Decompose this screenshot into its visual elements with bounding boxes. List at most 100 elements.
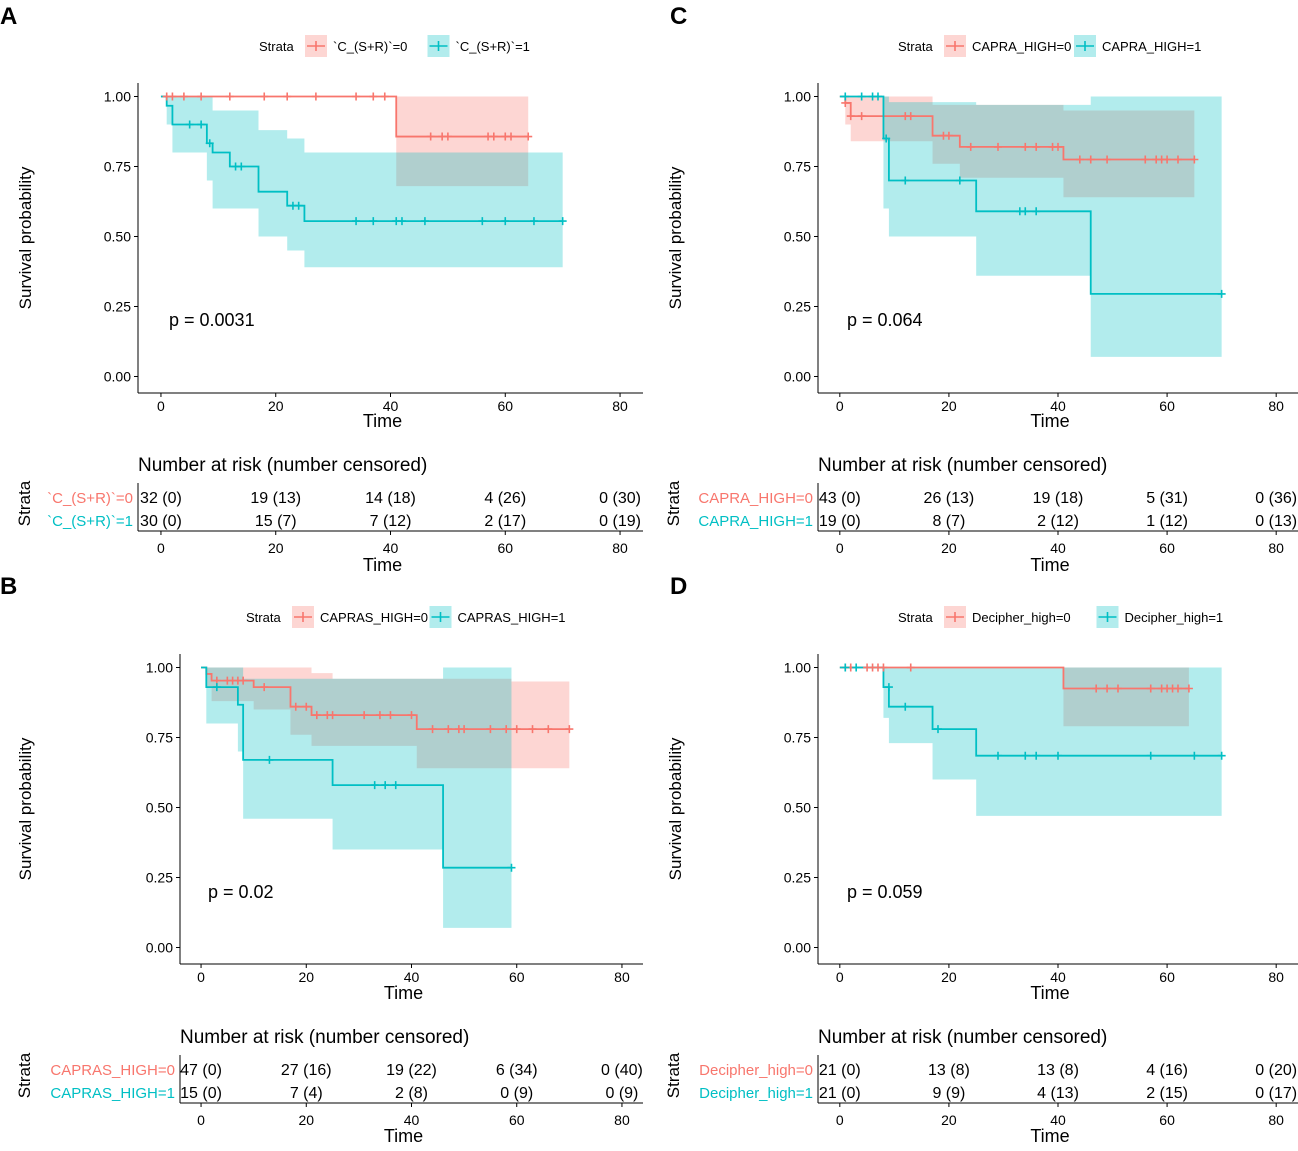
legend: Strata CAPRA_HIGH=0 CAPRA_HIGH=1 xyxy=(898,35,1201,57)
censor-mark xyxy=(1021,751,1030,760)
ci-ribbon-0 xyxy=(160,96,529,187)
censor-mark xyxy=(1146,751,1155,760)
censor-mark xyxy=(426,132,435,141)
y-tick-label: 1.00 xyxy=(104,89,131,105)
x-tick-label: 80 xyxy=(1268,969,1284,985)
censor-mark xyxy=(1190,751,1199,760)
censor-mark xyxy=(179,92,188,101)
y-axis-label: Survival probability xyxy=(666,166,685,309)
survival-curve-1 xyxy=(839,95,1222,295)
censor-mark xyxy=(443,132,452,141)
x-tick-label: 0 xyxy=(197,969,205,985)
y-axis-label: Survival probability xyxy=(16,737,35,880)
censor-mark xyxy=(846,112,855,121)
censor-mark xyxy=(512,725,521,734)
censor-mark xyxy=(375,711,384,720)
censor-mark xyxy=(857,92,866,101)
ci-ribbon-1 xyxy=(160,96,563,268)
censor-mark xyxy=(906,112,915,121)
risk-x-tick-label: 0 xyxy=(836,540,844,556)
censor-mark xyxy=(501,217,510,226)
risk-cell: 30 (0) xyxy=(140,513,182,530)
censor-mark xyxy=(857,112,866,121)
censor-mark xyxy=(841,92,850,101)
risk-cell: 0 (36) xyxy=(1255,490,1297,507)
censor-mark xyxy=(420,217,429,226)
y-tick-label: 0.00 xyxy=(104,369,131,385)
risk-table: Number at risk (number censored) Strata De… xyxy=(664,1027,1298,1146)
risk-x-tick-label: 0 xyxy=(836,1112,844,1128)
risk-table-title: Number at risk (number censored) xyxy=(818,455,1107,476)
y-tick-label: 0.25 xyxy=(104,299,131,315)
censor-mark xyxy=(1054,142,1062,151)
censor-mark xyxy=(302,702,311,711)
legend: Strata Decipher_high=0 Decipher_high=1 xyxy=(898,606,1223,628)
y-tick-label: 1.00 xyxy=(784,660,811,676)
risk-cell: 27 (16) xyxy=(281,1062,332,1079)
x-tick-label: 60 xyxy=(509,969,525,985)
p-value: p = 0.02 xyxy=(208,882,274,902)
censor-mark xyxy=(212,683,221,692)
censor-mark xyxy=(352,217,361,226)
risk-cell: 21 (0) xyxy=(819,1062,861,1079)
censor-mark xyxy=(1174,684,1182,693)
legend-label-0: CAPRAS_HIGH=0 xyxy=(320,610,428,625)
censor-mark xyxy=(841,663,850,672)
y-tick-label: 0.00 xyxy=(784,940,811,956)
censor-mark xyxy=(852,663,861,672)
y-tick-label: 0.75 xyxy=(146,730,173,746)
censor-mark xyxy=(352,92,361,101)
censor-mark xyxy=(1174,155,1182,164)
risk-cell: 15 (7) xyxy=(255,513,297,530)
y-tick-label: 0.25 xyxy=(146,870,173,886)
x-tick-label: 20 xyxy=(268,398,284,414)
censor-mark xyxy=(1114,684,1122,693)
censor-mark xyxy=(1032,207,1041,216)
legend-label-1: CAPRAS_HIGH=1 xyxy=(458,610,566,625)
y-tick-label: 1.00 xyxy=(784,89,811,105)
panel-a: A Strata `C_(S+R)`=0 `C_(S+R)`=1 0.00 0.25 0.5… xyxy=(0,3,643,575)
censor-mark xyxy=(955,176,964,185)
y-tick-label: 0.00 xyxy=(146,940,173,956)
censor-mark xyxy=(1103,684,1112,693)
x-tick-label: 0 xyxy=(836,969,844,985)
risk-cell: 6 (34) xyxy=(496,1062,538,1079)
censor-mark xyxy=(360,711,369,720)
y-tick-label: 0.75 xyxy=(784,730,811,746)
x-tick-label: 20 xyxy=(941,398,957,414)
y-tick-label: 1.00 xyxy=(146,660,173,676)
risk-x-tick-label: 40 xyxy=(1050,1112,1066,1128)
x-tick-label: 80 xyxy=(612,398,628,414)
censor-mark xyxy=(444,725,453,734)
censor-mark xyxy=(1190,155,1199,164)
legend-title: Strata xyxy=(259,39,294,54)
censor-mark xyxy=(507,863,516,872)
risk-cell: 19 (13) xyxy=(250,490,301,507)
risk-row-label-0: CAPRAS_HIGH=0 xyxy=(50,1062,175,1079)
censor-mark xyxy=(882,134,891,143)
ci-ribbon-1 xyxy=(839,667,1222,816)
panel-letter: D xyxy=(670,573,687,600)
censor-mark xyxy=(197,120,206,129)
risk-x-axis-label: Time xyxy=(363,555,402,575)
risk-cell: 9 (9) xyxy=(932,1085,965,1102)
censor-mark xyxy=(874,92,882,101)
x-tick-label: 40 xyxy=(383,398,399,414)
censor-mark xyxy=(265,755,274,764)
panel-d: D Strata Decipher_high=0 Decipher_high=1 0.0… xyxy=(664,573,1298,1146)
p-value: p = 0.0031 xyxy=(169,310,255,330)
risk-cell: 0 (9) xyxy=(500,1085,533,1102)
risk-x-tick-label: 20 xyxy=(268,540,284,556)
censor-mark xyxy=(197,92,206,101)
censor-mark xyxy=(260,683,269,692)
risk-row-label-1: Decipher_high=1 xyxy=(699,1085,813,1102)
risk-x-tick-label: 60 xyxy=(509,1112,525,1128)
risk-y-label: Strata xyxy=(664,480,683,526)
censor-mark xyxy=(1141,155,1150,164)
censor-mark xyxy=(397,217,406,226)
risk-cell: 8 (7) xyxy=(932,513,965,530)
censor-mark xyxy=(1086,155,1095,164)
y-tick-label: 0.50 xyxy=(784,229,811,245)
censor-mark xyxy=(1146,684,1155,693)
risk-table: Number at risk (number censored) Strata CA… xyxy=(15,1027,643,1146)
